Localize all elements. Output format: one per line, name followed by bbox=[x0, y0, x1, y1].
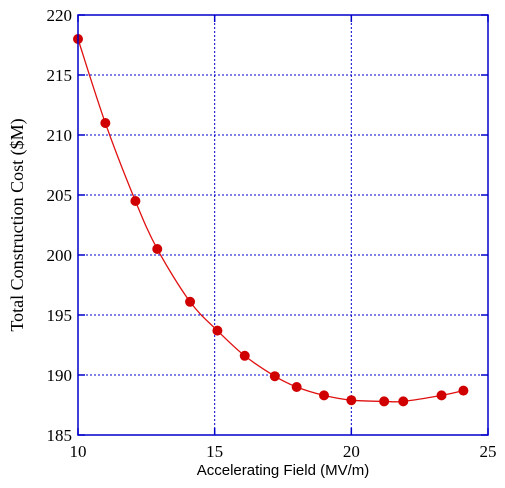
series-line-group bbox=[77, 38, 464, 403]
data-point bbox=[346, 395, 357, 406]
y-tick-label: 210 bbox=[47, 126, 73, 145]
x-axis-title: Accelerating Field (MV/m) bbox=[197, 462, 370, 479]
data-point bbox=[239, 350, 250, 361]
series-markers bbox=[73, 34, 469, 407]
x-tick-label: 20 bbox=[343, 442, 360, 461]
data-point bbox=[212, 325, 223, 336]
y-tick-label: 200 bbox=[47, 246, 73, 265]
y-tick-label: 220 bbox=[47, 6, 73, 25]
data-point bbox=[130, 196, 141, 206]
x-tick-labels: 10 15 20 25 bbox=[70, 442, 497, 461]
y-tick-label: 185 bbox=[47, 426, 73, 445]
y-tick-label: 205 bbox=[47, 186, 73, 205]
data-point bbox=[100, 118, 111, 128]
data-point bbox=[379, 396, 390, 407]
data-point bbox=[185, 296, 196, 307]
x-tick-label: 15 bbox=[206, 442, 223, 461]
data-point bbox=[458, 385, 469, 396]
tick-marks bbox=[77, 14, 489, 436]
data-point bbox=[436, 390, 447, 401]
x-tick-label: 10 bbox=[70, 442, 87, 461]
y-tick-label: 195 bbox=[47, 306, 73, 325]
data-point bbox=[269, 371, 280, 382]
series-line bbox=[77, 38, 464, 403]
data-point bbox=[291, 382, 302, 392]
grid-lines bbox=[78, 15, 488, 435]
data-point bbox=[398, 396, 409, 407]
y-tick-label: 190 bbox=[47, 366, 73, 385]
y-tick-labels: 185 190 195 200 205 210 215 220 bbox=[47, 6, 73, 445]
y-axis-title: Total Construction Cost ($M) bbox=[7, 118, 28, 331]
data-point bbox=[319, 390, 329, 401]
x-tick-label: 25 bbox=[480, 442, 497, 461]
y-tick-label: 215 bbox=[47, 66, 73, 85]
plot-frame bbox=[77, 14, 489, 436]
data-point bbox=[152, 244, 163, 254]
